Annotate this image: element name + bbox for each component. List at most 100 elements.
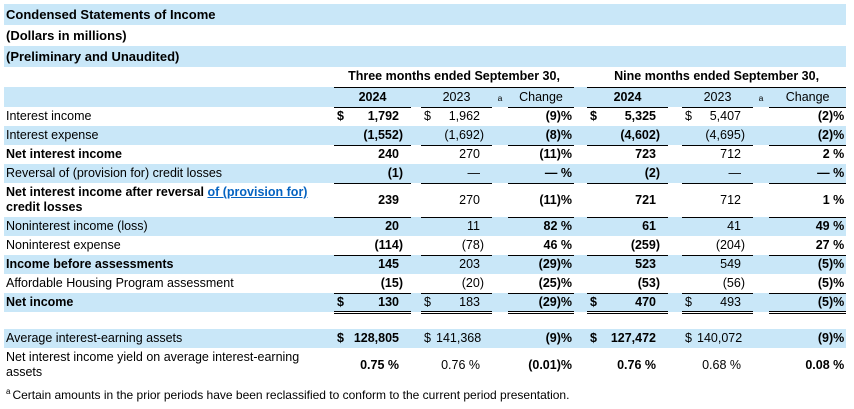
three-months-header: Three months ended September 30, bbox=[334, 67, 574, 88]
row-label-net-interest-income: Net interest income bbox=[6, 147, 123, 161]
nm-2023-value: 5,407 bbox=[709, 109, 741, 124]
tm-2024-dollar-sign: $ bbox=[337, 109, 344, 124]
tm-2023-value: (20) bbox=[436, 274, 492, 294]
nm-2023-value: 493 bbox=[697, 293, 753, 314]
nm-2024-dollar-sign bbox=[587, 126, 602, 146]
tm-2023-dollar-sign bbox=[421, 183, 436, 218]
tm-2024-dollar-sign bbox=[334, 217, 349, 236]
tm-change-value: 82 % bbox=[508, 217, 574, 236]
nm-2024-dollar-sign bbox=[587, 217, 602, 236]
nm-2023-value: (204) bbox=[697, 236, 753, 256]
tm-col-gap bbox=[411, 329, 421, 348]
section-gap bbox=[574, 255, 587, 274]
tm-footnote-col bbox=[492, 183, 508, 217]
table-row-interest-expense: Interest expense (1,552) (1,692) (8)% (4,602… bbox=[4, 126, 847, 146]
tm-col-gap bbox=[411, 255, 421, 274]
tm-col-gap bbox=[411, 236, 421, 255]
tm-2023-value: (1,692) bbox=[436, 126, 492, 146]
table-row-income-before-assessments: Income before assessments 145 203 (29)% 523 5… bbox=[4, 255, 847, 274]
nm-2024-value: 5,325 bbox=[624, 109, 656, 124]
nm-2023-value: 140,072 bbox=[697, 329, 753, 348]
nm-change-value: (5)% bbox=[769, 293, 847, 314]
tm-footnote-marker: a bbox=[492, 87, 508, 107]
tm-col-gap bbox=[411, 274, 421, 293]
nm-change-value: (2)% bbox=[769, 126, 847, 146]
nm-2024-dollar-sign bbox=[587, 183, 602, 218]
nm-col-gap bbox=[668, 217, 682, 236]
subtitle-dollars-in-millions: (Dollars in millions) bbox=[6, 28, 127, 43]
section-gap bbox=[574, 348, 587, 382]
nm-2023-dollar-sign bbox=[682, 274, 697, 294]
tm-2023-dollar-sign bbox=[421, 145, 436, 164]
nm-col-gap bbox=[668, 255, 682, 274]
nm-change-value: 49 % bbox=[769, 217, 847, 236]
nm-col-header-2024: 2024 bbox=[587, 87, 668, 108]
tm-2024-value: 1,792 bbox=[367, 109, 399, 124]
tm-change-value: (0.01)% bbox=[528, 357, 572, 372]
tm-2024-value: 145 bbox=[349, 255, 411, 274]
nm-2024-dollar-sign bbox=[587, 145, 602, 164]
section-gap bbox=[574, 183, 587, 217]
tm-footnote-col bbox=[492, 329, 508, 348]
nm-col-gap bbox=[668, 348, 682, 382]
nm-2024-value: 61 bbox=[602, 217, 668, 236]
row-label-affordable-housing-program-assessment: Affordable Housing Program assessment bbox=[6, 276, 234, 290]
tm-footnote-col bbox=[492, 217, 508, 236]
row-label-net-interest-income-yield: Net interest income yield on average int… bbox=[6, 350, 300, 379]
nm-2024-value: 470 bbox=[602, 293, 668, 314]
section-gap bbox=[574, 217, 587, 236]
tm-2024-value: (1,552) bbox=[349, 126, 411, 146]
nm-col-gap bbox=[668, 274, 682, 293]
nm-change-value: (5)% bbox=[769, 255, 847, 274]
footnote-marker: a bbox=[6, 387, 11, 396]
tm-col-header-2024: 2024 bbox=[334, 87, 411, 108]
nm-2023-value: — bbox=[697, 164, 753, 184]
tm-2023-dollar-sign bbox=[421, 348, 436, 382]
tm-2023-value: 0.76 % bbox=[441, 357, 480, 372]
subtitle-preliminary-unaudited: (Preliminary and Unaudited) bbox=[4, 46, 847, 67]
nm-col-gap bbox=[668, 145, 682, 164]
tm-2024-dollar-sign bbox=[334, 255, 349, 274]
provision-for-link[interactable]: of (provision for) bbox=[207, 185, 308, 199]
nm-2024-value: 0.76 % bbox=[617, 357, 656, 372]
subtitle-row-dollars: (Dollars in millions) bbox=[4, 25, 846, 46]
nm-2023-dollar-sign: $ bbox=[682, 329, 697, 348]
row-label-interest-expense: Interest expense bbox=[4, 126, 334, 145]
nm-2024-value: 723 bbox=[635, 147, 656, 162]
nm-col-header-change: Change bbox=[769, 87, 847, 108]
tm-col-gap bbox=[411, 126, 421, 145]
tm-col-gap bbox=[411, 164, 421, 183]
footnote-text: Certain amounts in the prior periods hav… bbox=[12, 388, 570, 402]
tm-footnote-col bbox=[492, 236, 508, 255]
nm-change-value: 27 % bbox=[769, 236, 847, 256]
nm-2023-dollar-sign bbox=[682, 145, 697, 164]
nm-col-gap bbox=[668, 293, 682, 312]
tm-2023-value: 1,962 bbox=[448, 109, 480, 124]
table-row-net-interest-income-yield: Net interest income yield on average int… bbox=[4, 348, 846, 382]
tm-2023-value: 203 bbox=[436, 255, 492, 274]
row-label-reversal-of-provision-for-credit-losses: Reversal of (provision for) credit losse… bbox=[4, 164, 334, 183]
tm-col-gap bbox=[411, 217, 421, 236]
row-label-interest-income: Interest income bbox=[6, 109, 92, 123]
tm-2024-value: (114) bbox=[349, 236, 411, 256]
section-gap bbox=[574, 236, 587, 255]
table-row-average-interest-earning-assets: Average interest-earning assets $128,805 $… bbox=[4, 329, 847, 348]
nm-2023-dollar-sign bbox=[682, 217, 697, 236]
spacer bbox=[4, 312, 847, 329]
footnote: a Certain amounts in the prior periods ha… bbox=[4, 382, 846, 402]
table-row-interest-income: Interest income $1,792 $1,962 (9)% $5,325 $5,… bbox=[4, 107, 846, 126]
nm-2024-dollar-sign bbox=[587, 164, 602, 184]
row-label-net-interest-income-after-reversal: Net interest income after reversal of (p… bbox=[6, 185, 308, 214]
nm-footnote-col bbox=[753, 236, 769, 255]
tm-change-value: (25)% bbox=[508, 274, 574, 294]
tm-2023-value: 270 bbox=[459, 147, 480, 162]
nm-col-gap bbox=[668, 126, 682, 145]
tm-footnote-col bbox=[492, 348, 508, 382]
nm-footnote-col bbox=[753, 329, 769, 348]
nm-2023-value: (56) bbox=[697, 274, 753, 294]
section-gap bbox=[574, 87, 587, 107]
nm-2023-value: 41 bbox=[697, 217, 753, 236]
tm-change-value: 46 % bbox=[508, 236, 574, 256]
nm-2023-value: 712 bbox=[697, 183, 753, 218]
nm-footnote-col bbox=[753, 217, 769, 236]
